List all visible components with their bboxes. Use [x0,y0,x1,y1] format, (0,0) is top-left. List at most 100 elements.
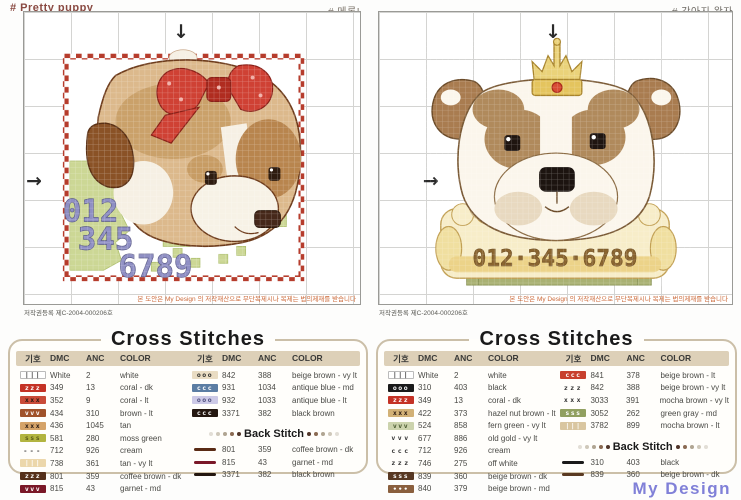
legend-row: ||| 738 361 tan - vy lt [16,457,188,470]
dmc-number: 801 [222,445,236,455]
anc-number: 262 [626,408,640,418]
dmc-number: 842 [590,383,604,393]
color-name: black brown [292,408,335,418]
anc-number: 858 [454,421,468,431]
symbol-chip: --- [23,446,43,455]
decorative-dot [577,444,582,449]
legend-row: vvv 677 886 old gold - vy lt [384,432,556,445]
color-name: coffee brown - dk [120,471,182,481]
legend-row: ||| White 2 white [16,369,188,382]
anc-number: 361 [86,458,100,468]
legend-row: vvv 434 310 brown - lt [16,407,188,420]
backstitch-row: 815 43 garnet - md [188,456,360,469]
backstitch-row: 3371 382 black brown [188,469,360,482]
dmc-number: 310 [418,383,432,393]
anc-number: 391 [626,395,640,405]
anc-number: 388 [258,370,272,380]
symbol-chip: ••• [388,484,414,493]
color-name: black [488,383,507,393]
legend-row: sss 3052 262 green gray - md [556,407,728,420]
symbol-chip: ||| [560,421,587,430]
anc-number: 2 [86,370,91,380]
color-name: old gold - vy lt [488,433,538,443]
symbol-chip: xxx [20,421,46,430]
header-color: COLOR [120,352,151,363]
decorative-dot [216,432,221,437]
symbol-chip: zzz [391,459,411,468]
anc-number: 43 [258,457,267,467]
dmc-number: 524 [418,421,432,431]
anc-number: 1034 [258,383,276,393]
header-dmc: DMC [418,352,438,363]
decorative-dot [327,432,332,437]
anc-number: 359 [86,471,100,481]
legend-row: xxx 436 1045 tan [16,419,188,432]
color-name: antique blue - md [292,383,354,393]
left-pattern-art: ↓ → [26,21,305,286]
color-name: fern green - vy lt [488,421,546,431]
symbol-chip: vvv [20,484,46,493]
dmc-number: 815 [222,457,236,467]
legend-row: ccc 3371 382 black brown [188,407,360,420]
legend-row: zzz 842 388 beige brown - vy lt [556,382,728,395]
dmc-number: 840 [418,484,432,494]
anc-number: 13 [86,383,95,393]
legend-row: ||| White 2 white [384,369,556,382]
symbol-chip: ccc [560,371,587,380]
symbol-chip: zzz [20,383,46,392]
symbol-chip: zzz [388,396,414,405]
color-name: tan [120,421,132,431]
legend-row: zzz 801 359 coffee brown - dk [16,470,188,483]
symbol-chip: xxx [563,396,584,405]
registration-number: 저작권등록 제C-2004-000206호 [379,310,468,317]
anc-number: 382 [258,408,272,418]
legend-row: ooo 842 388 beige brown - vy lt [188,369,360,382]
header-symbol: 기호 [25,353,41,364]
color-name: coral - dk [120,383,153,393]
legend-table-title: Cross Stitches [110,328,266,350]
backstitch-section-title: Back Stitch [556,441,728,453]
dmc-number: 581 [50,433,64,443]
dmc-number: 422 [418,408,432,418]
header-color: COLOR [488,352,519,363]
symbol-chip: ||| [20,371,46,380]
header-anc: ANC [454,352,473,363]
dmc-number: 815 [50,484,64,494]
decorative-dot [209,432,214,437]
anc-number: 403 [454,383,468,393]
header-symbol: 기호 [393,353,409,364]
legend-row: --- 712 926 cream [16,445,188,458]
dmc-number: White [418,370,439,380]
header-color: COLOR [292,352,323,363]
dmc-number: 842 [222,370,236,380]
symbol-chip: vvv [20,409,46,418]
decorative-dot [689,444,694,449]
dmc-number: 3371 [222,408,240,418]
dmc-number: 349 [50,383,64,393]
color-name: black [660,457,680,467]
symbol-chip: zzz [20,472,46,481]
dmc-number: 712 [50,446,64,456]
color-name: beige brown - dk [488,471,548,481]
backstitch-line-swatch [194,460,216,464]
color-name: cream [488,446,511,456]
anc-number: 43 [86,484,95,494]
dmc-number: 932 [222,395,236,405]
symbol-chip: zzz [563,383,584,392]
decorative-dot [320,432,325,437]
color-name: beige brown - vy lt [292,370,357,380]
decorative-dot [230,432,235,437]
copyright-notice: 본 도안은 My Design 의 저작재산으로 무단복제시나 복제는 법의제재… [509,296,728,303]
legend-column-headers: 기호 DMC ANC COLOR 기호 DMC ANC COLOR [16,351,360,366]
anc-number: 359 [258,445,272,455]
left-legend-table: Cross Stitches 기호 DMC ANC COLOR 기호 DMC A… [8,328,368,493]
decorative-dot [306,432,311,437]
header-dmc: DMC [50,352,70,363]
color-name: brown - lt [120,408,153,418]
anc-number: 886 [454,433,468,443]
legend-row: ccc 841 378 beige brown - lt [556,369,728,382]
header-anc: ANC [258,352,277,363]
legend-row: ••• 840 379 beige brown - md [384,482,556,495]
color-name: garnet - md [120,484,161,494]
backstitch-line-swatch [562,460,585,464]
